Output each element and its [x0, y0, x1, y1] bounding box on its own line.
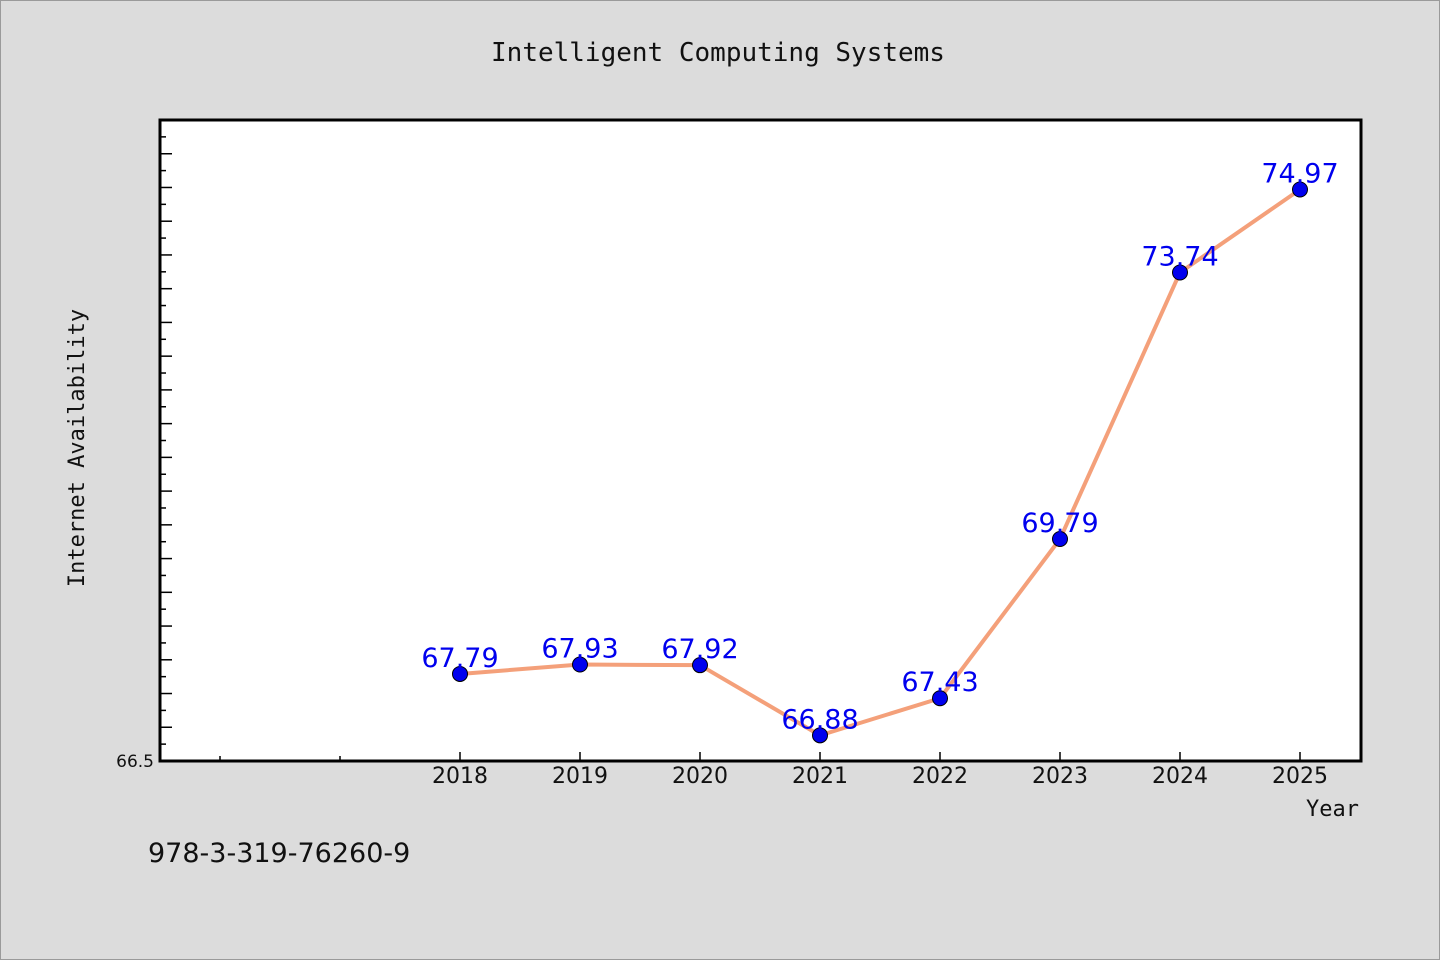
series-line [459, 187, 1302, 738]
chart-title: Intelligent Computing Systems [491, 38, 945, 68]
x-axis-label: Year [1306, 797, 1359, 822]
series-group: 67.79 67.93 67.92 66.88 67.43 69.79 73.74 74.97 [421, 158, 1339, 744]
data-point [692, 657, 708, 674]
data-point [452, 665, 468, 682]
data-label: 69.79 [1021, 508, 1098, 539]
data-point [1292, 181, 1308, 198]
x-tick-label: 2024 [1152, 764, 1208, 789]
data-label: 67.43 [901, 667, 978, 698]
data-point [932, 690, 948, 707]
plot-area [158, 118, 1363, 763]
data-point [1172, 264, 1188, 281]
data-point [1052, 531, 1068, 548]
x-tick-label: 2019 [552, 764, 608, 789]
data-point [812, 727, 828, 744]
data-label: 66.88 [781, 704, 858, 735]
data-label: 67.92 [661, 634, 738, 665]
x-tick-label: 2023 [1032, 764, 1088, 789]
y-axis-ticks [160, 119, 172, 762]
x-axis-ticks: 2018 2019 2020 2021 2022 2023 2024 2025 [219, 752, 1328, 789]
data-point [572, 656, 588, 673]
x-tick-label: 2020 [672, 764, 728, 789]
data-label: 67.93 [541, 634, 618, 665]
data-label: 73.74 [1141, 241, 1218, 272]
x-tick-label: 2022 [912, 764, 968, 789]
x-tick-label: 2021 [792, 764, 848, 789]
y-axis-label: Internet Availability [65, 309, 90, 587]
data-label: 74.97 [1261, 158, 1338, 189]
y-tick-label: 66.5 [116, 752, 154, 772]
data-label: 67.79 [421, 643, 498, 674]
x-tick-label: 2025 [1272, 764, 1328, 789]
footer-isbn: 978-3-319-76260-9 [148, 838, 410, 869]
x-tick-label: 2018 [432, 764, 488, 789]
